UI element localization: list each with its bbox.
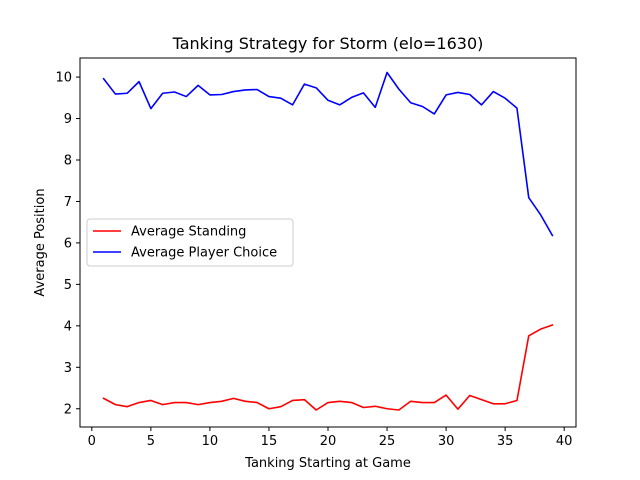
x-tick-label: 10 [202, 434, 219, 449]
y-tick-label: 2 [64, 402, 72, 417]
x-axis-label: Tanking Starting at Game [244, 456, 411, 471]
y-tick-label: 7 [64, 195, 72, 210]
legend: Average Standing Average Player Choice [86, 218, 294, 267]
x-tick-label: 35 [497, 434, 514, 449]
x-tick-label: 15 [261, 434, 278, 449]
y-tick-label: 6 [64, 236, 72, 251]
x-tick-label: 25 [379, 434, 396, 449]
x-tick-label: 5 [147, 434, 155, 449]
chart-title: Tanking Strategy for Storm (elo=1630) [172, 34, 484, 53]
y-tick-label: 4 [64, 319, 72, 334]
legend-box [86, 218, 294, 267]
series-line-1 [102, 71, 554, 237]
series-line-0 [102, 323, 554, 411]
x-tick-label: 30 [438, 434, 455, 449]
y-tick-label: 3 [64, 361, 72, 376]
y-tick-label: 5 [64, 278, 72, 293]
y-tick-label: 9 [64, 112, 72, 127]
legend-label-1: Average Player Choice [131, 246, 277, 261]
y-axis-label: Average Position [33, 188, 48, 296]
y-tick-label: 10 [55, 71, 72, 86]
x-tick-label: 40 [556, 434, 573, 449]
plot-area: 0 5 10 15 20 25 30 35 40 2 3 4 5 6 7 8 9 10 [55, 57, 577, 449]
x-tick-label: 20 [320, 434, 337, 449]
legend-label-0: Average Standing [131, 225, 246, 240]
y-tick-label: 8 [64, 153, 72, 168]
x-tick-label: 0 [88, 434, 96, 449]
